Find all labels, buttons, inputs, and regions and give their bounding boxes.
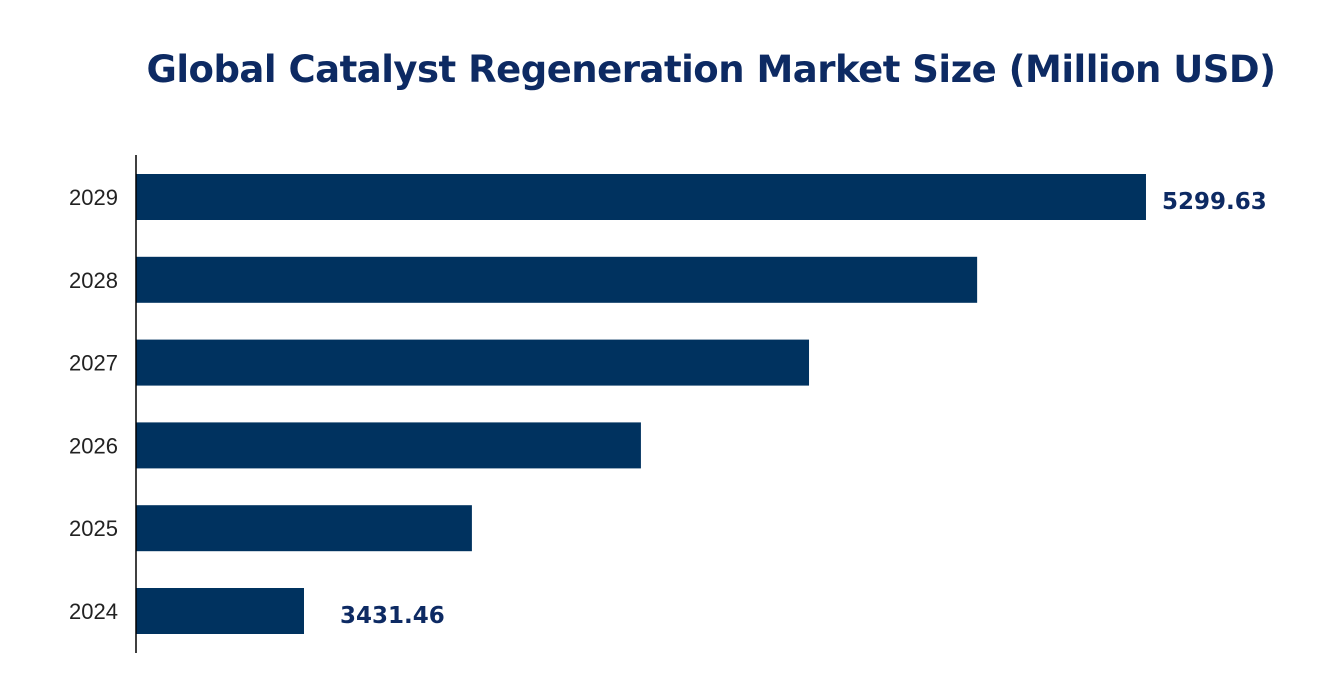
bar-2027	[136, 339, 810, 386]
bar-2026	[136, 422, 641, 469]
y-tick-label-2029: 2029	[69, 185, 118, 210]
data-label-2029: 5299.63	[1162, 189, 1267, 215]
y-tick-label-2026: 2026	[69, 433, 118, 458]
bar-2029	[136, 174, 1146, 220]
chart-title: Global Catalyst Regeneration Market Size…	[146, 48, 1276, 91]
y-tick-label-2027: 2027	[69, 351, 118, 376]
bar-2024	[136, 588, 304, 634]
y-tick-label-2024: 2024	[69, 599, 118, 624]
bar-2028	[136, 256, 978, 303]
bar-2025	[136, 505, 472, 552]
y-tick-label-2028: 2028	[69, 268, 118, 293]
data-label-2024: 3431.46	[340, 603, 445, 629]
y-tick-label-2025: 2025	[69, 516, 118, 541]
